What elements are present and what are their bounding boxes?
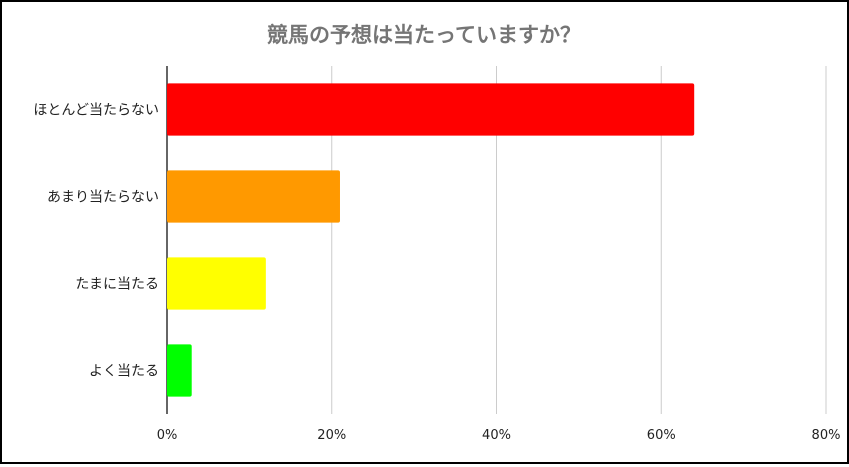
x-tick-label: 40% xyxy=(482,428,511,443)
x-tick-label: 0% xyxy=(157,428,178,443)
bar xyxy=(167,83,695,136)
category-label: ほとんど当たらない xyxy=(33,103,159,119)
category-label: あまり当たらない xyxy=(47,190,159,206)
x-tick-label: 20% xyxy=(317,428,346,443)
bar xyxy=(167,257,266,310)
x-tick-labels: 0% 20% 40% 60% 80% xyxy=(157,428,841,443)
bar xyxy=(167,170,340,223)
x-tick-label: 80% xyxy=(812,428,841,443)
chart-title: 競馬の予想は当たっていますか？ xyxy=(267,23,581,47)
category-label: よく当たる xyxy=(89,364,159,380)
bars xyxy=(167,83,695,397)
bar xyxy=(167,344,192,397)
category-label: たまに当たる xyxy=(75,277,159,293)
x-tick-label: 60% xyxy=(647,428,676,443)
